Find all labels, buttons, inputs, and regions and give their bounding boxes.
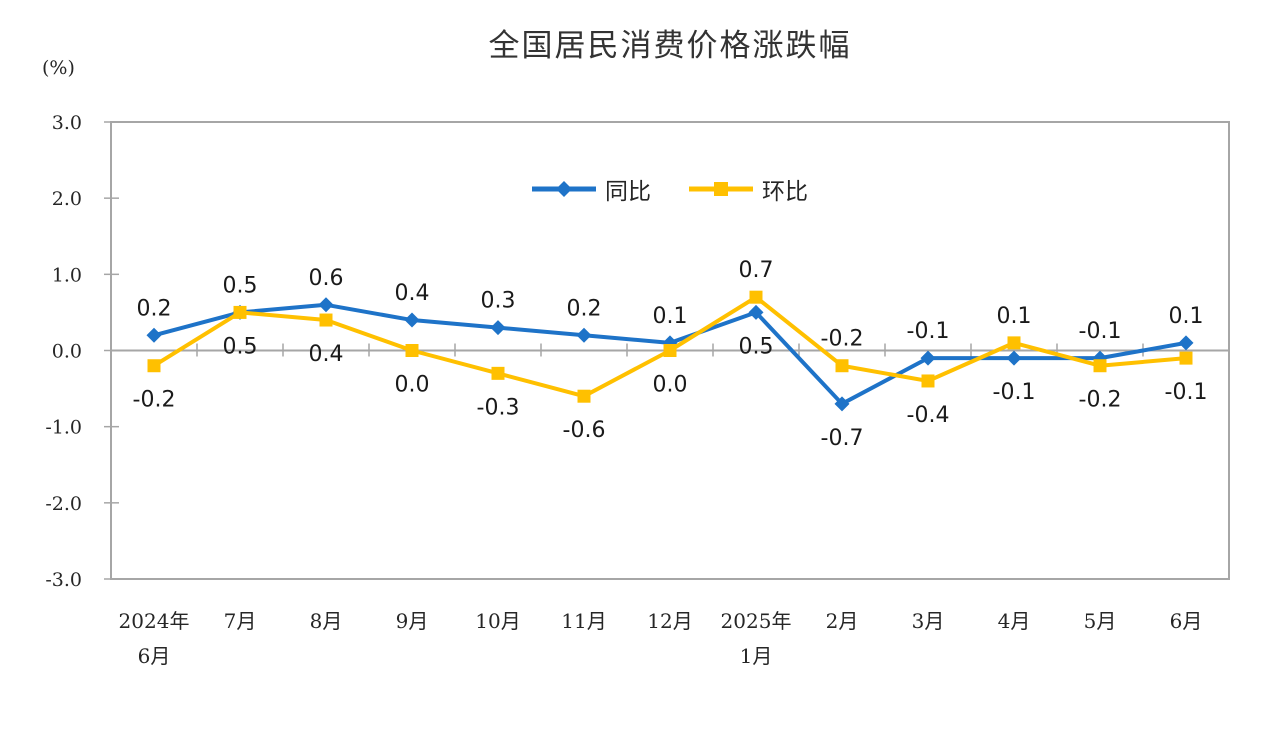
x-tick-label: 10月 [475,609,520,633]
legend-item-yoy: 同比 [532,172,651,206]
y-tick-label: 1.0 [52,264,82,286]
y-tick-label: -3.0 [45,569,82,591]
x-tick-label: 5月 [1084,609,1117,633]
y-axis-unit-label: (%) [42,57,75,79]
diamond-marker [748,304,764,320]
data-label: 0.1 [653,304,688,329]
square-marker [1007,336,1021,350]
legend-swatch-yoy-line-icon [532,181,596,197]
square-marker [1093,359,1107,373]
data-label: 0.5 [739,334,774,359]
square-marker [405,344,419,357]
legend-label-yoy: 同比 [605,179,651,205]
square-marker [319,313,333,327]
data-label: 0.4 [395,281,430,306]
square-marker [1179,351,1193,365]
data-label: -0.2 [1079,388,1122,413]
data-label: 0.2 [567,296,602,321]
data-label: 0.2 [137,296,172,321]
data-label: -0.7 [821,426,864,451]
x-tick-label: 9月 [396,609,429,633]
x-tick-label: 8月 [310,609,343,633]
data-label: -0.1 [1079,319,1122,344]
square-marker [147,359,161,373]
x-tick-label: 2月 [826,609,859,633]
data-label: -0.4 [907,403,950,428]
data-label: -0.1 [907,319,950,344]
x-tick-label: 11月 [561,609,606,633]
y-tick-label: -1.0 [45,417,82,439]
data-label: 0.6 [309,266,344,291]
data-label: 0.7 [739,258,774,283]
data-label: 0.1 [1169,304,1204,329]
data-label: 0.0 [653,373,688,398]
chart-title: 全国居民消费价格涨跌幅 [488,28,852,64]
y-tick-label: 2.0 [52,188,82,210]
diamond-marker [146,327,162,343]
square-marker [835,359,849,373]
x-tick-label: 12月 [647,609,692,633]
square-marker [663,344,677,357]
diamond-marker [490,320,506,336]
y-tick-label: -2.0 [45,493,82,515]
data-label: -0.6 [563,418,606,443]
diamond-marker [920,350,936,366]
diamond-marker [404,312,420,328]
diamond-marker [1006,350,1022,366]
diamond-marker [576,327,592,343]
x-tick-label: 2024年 [119,609,190,633]
diamond-marker [318,297,334,313]
x-tick-label: 7月 [224,609,257,633]
diamond-marker [1178,335,1194,351]
y-tick-label: 0.0 [52,341,82,363]
x-tick-label: 3月 [912,609,945,633]
x-tick-label: 1月 [740,644,773,668]
x-tick-label: 4月 [998,609,1031,633]
x-tick-label: 6月 [1170,609,1203,633]
diamond-marker [834,396,850,412]
chart-legend: 同比 环比 [532,172,808,206]
y-tick-label: 3.0 [52,112,82,134]
x-tick-label: 6月 [138,644,171,668]
data-label: 0.5 [223,273,258,298]
legend-label-mom: 环比 [762,179,808,205]
data-label: 0.1 [997,304,1032,329]
legend-swatch-mom-line-icon [689,182,753,196]
data-label: 0.3 [481,289,516,314]
square-marker [491,366,505,380]
data-label: 0.5 [223,334,258,359]
x-tick-label: 2025年 [721,609,792,633]
data-label: 0.4 [309,342,344,367]
square-marker [921,374,935,388]
square-marker [749,290,763,304]
data-label: -0.2 [133,388,176,413]
square-marker [233,305,247,319]
data-label: -0.1 [1165,380,1208,405]
square-marker [577,389,591,403]
data-label: 0.0 [395,373,430,398]
data-label: -0.1 [993,380,1036,405]
data-label: -0.2 [821,327,864,352]
data-label: -0.3 [477,395,520,420]
legend-item-mom: 环比 [689,172,808,206]
